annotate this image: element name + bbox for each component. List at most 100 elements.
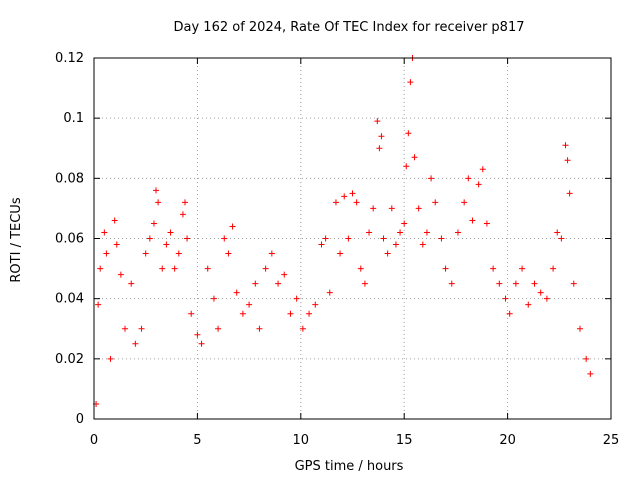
data-point [558,235,565,242]
data-point [225,250,232,257]
data-point [502,295,509,302]
data-point [490,265,497,272]
y-tick-label: 0.1 [63,111,84,126]
y-axis-ticks: 0 0.02 0.04 0.06 0.08 0.1 0.12 [55,51,611,427]
data-point [268,250,275,257]
data-point [312,301,319,308]
x-tick-label: 10 [293,433,310,448]
data-point [587,370,594,377]
data-point [198,340,205,347]
data-point [562,142,569,149]
data-point [181,199,188,206]
data-point [525,301,532,308]
data-point [246,301,253,308]
data-point [150,220,157,227]
data-point [221,235,228,242]
data-point [370,205,377,212]
data-point [210,295,217,302]
data-point [337,250,344,257]
data-point [454,229,461,236]
data-point [419,241,426,248]
data-point [293,295,300,302]
y-tick-label: 0.02 [55,352,84,367]
data-point [101,229,108,236]
y-axis-label: ROTI / TECUs [9,197,24,282]
data-point [128,280,135,287]
data-point [332,199,339,206]
data-point [318,241,325,248]
data-point [281,271,288,278]
data-point [428,175,435,182]
data-point [179,211,186,218]
data-point [171,265,178,272]
data-point [461,199,468,206]
data-point [163,241,170,248]
data-point [132,340,139,347]
data-point [361,280,368,287]
data-point [397,229,404,236]
data-point [113,241,120,248]
data-point [576,325,583,332]
data-point [423,229,430,236]
data-point [483,220,490,227]
data-point [146,235,153,242]
data-point [506,310,513,317]
data-point [188,310,195,317]
data-point [531,280,538,287]
data-point [184,235,191,242]
data-point [142,250,149,257]
data-point [153,187,160,194]
x-tick-label: 25 [603,433,620,448]
data-point [122,325,129,332]
data-point [411,154,418,161]
grid [94,58,611,419]
data-point [380,235,387,242]
data-point [107,355,114,362]
data-point [448,280,455,287]
chart-title: Day 162 of 2024, Rate Of TEC Index for r… [174,20,525,35]
data-point [376,145,383,152]
data-point [512,280,519,287]
x-tick-label: 0 [90,433,98,448]
data-point [564,157,571,164]
data-point [262,265,269,272]
data-point [543,295,550,302]
data-point [155,199,162,206]
data-point [306,310,313,317]
data-point [496,280,503,287]
data-point [570,280,577,287]
data-point [357,265,364,272]
data-point [519,265,526,272]
x-tick-label: 15 [396,433,413,448]
data-point [256,325,263,332]
data-point [550,265,557,272]
data-point [111,217,118,224]
data-point [392,241,399,248]
data-point [405,130,412,137]
data-point [97,265,104,272]
x-tick-label: 5 [193,433,201,448]
data-point [322,235,329,242]
data-point [252,280,259,287]
y-tick-label: 0.06 [55,232,84,247]
y-tick-label: 0.12 [55,51,84,66]
data-point [403,163,410,170]
data-point [239,310,246,317]
x-tick-label: 20 [499,433,516,448]
data-point [378,133,385,140]
data-point [159,265,166,272]
data-point [204,265,211,272]
data-point [566,190,573,197]
data-point [175,250,182,257]
data-point [353,199,360,206]
data-point [229,223,236,230]
data-point [401,220,408,227]
data-point [432,199,439,206]
data-point [287,310,294,317]
data-point [475,181,482,188]
data-point [388,205,395,212]
data-point [215,325,222,332]
y-tick-label: 0 [76,412,84,427]
data-point [275,280,282,287]
